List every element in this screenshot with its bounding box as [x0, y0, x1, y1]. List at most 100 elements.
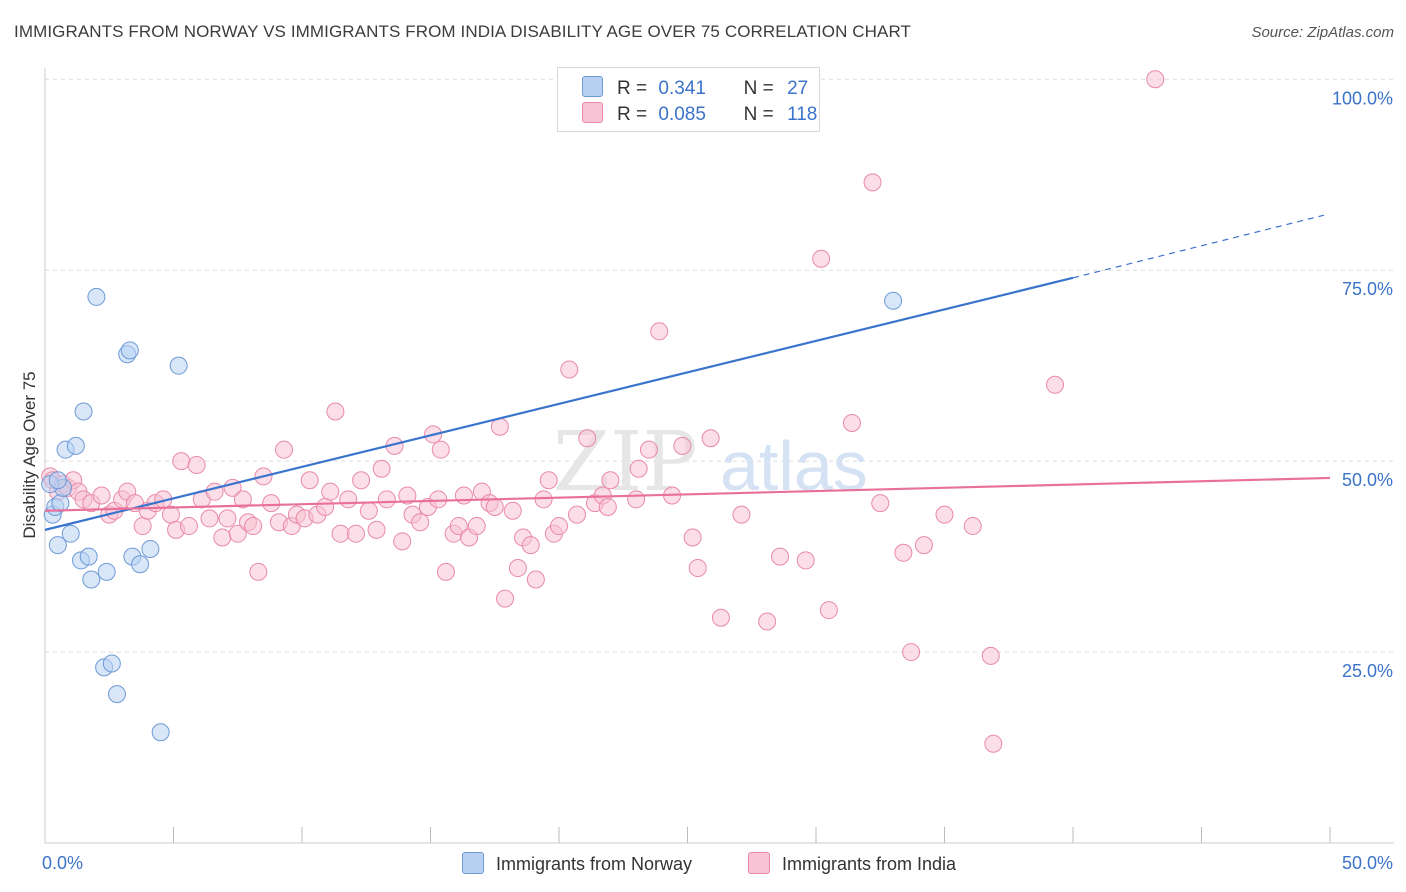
norway-swatch	[582, 76, 603, 97]
india-point	[871, 494, 890, 513]
india-point	[496, 589, 515, 608]
india-point	[539, 471, 558, 490]
india-point	[431, 440, 450, 459]
norway-trend-extension	[1072, 214, 1325, 279]
india-point	[367, 520, 386, 539]
india-point	[650, 322, 669, 341]
india-point	[683, 528, 702, 547]
india-point	[521, 536, 540, 555]
india-point	[436, 562, 455, 581]
india-r-value: 0.085	[658, 104, 706, 125]
y-tick-label: 25.0%	[1342, 661, 1393, 681]
chart-title: IMMIGRANTS FROM NORWAY VS IMMIGRANTS FRO…	[14, 22, 912, 41]
n-label: N =	[743, 78, 774, 99]
india-point	[601, 471, 620, 490]
india-point	[508, 559, 527, 578]
norway-point	[120, 341, 139, 360]
india-points	[41, 70, 1165, 753]
india-point	[200, 509, 219, 528]
y-tick-label: 100.0%	[1332, 88, 1393, 108]
india-point	[771, 547, 790, 566]
india-point	[639, 440, 658, 459]
norway-legend-label: Immigrants from Norway	[496, 854, 693, 874]
india-point	[981, 646, 1000, 665]
india-point	[316, 497, 335, 516]
norway-point	[151, 723, 170, 742]
legend-row-norway: R = 0.341 N = 27	[582, 76, 808, 102]
grid	[45, 78, 1394, 653]
norway-r-value: 0.341	[658, 78, 706, 99]
india-point	[550, 517, 568, 536]
y-axis-title: Disability Age Over 75	[20, 371, 39, 538]
legend-row-india: R = 0.085 N = 118	[582, 102, 817, 128]
norway-point	[51, 494, 70, 513]
india-point	[249, 562, 268, 581]
r-label: R =	[617, 78, 648, 99]
trend-lines	[44, 214, 1331, 531]
india-point	[894, 543, 913, 562]
india-point	[326, 402, 345, 421]
india-trend-line	[44, 476, 1331, 512]
india-point	[812, 249, 831, 268]
bottom-legend-norway: Immigrants from Norway	[462, 852, 692, 875]
norway-point	[79, 547, 98, 566]
india-point	[627, 490, 646, 509]
norway-point	[48, 471, 67, 490]
india-point	[796, 551, 815, 570]
india-point	[534, 490, 553, 509]
india-point	[331, 524, 350, 543]
india-point	[1146, 70, 1165, 89]
india-point	[598, 497, 617, 516]
norway-point	[66, 436, 85, 455]
india-point	[629, 459, 648, 478]
india-point	[688, 559, 707, 578]
india-point	[526, 570, 545, 589]
india-point	[244, 517, 263, 536]
india-point	[914, 536, 933, 555]
norway-trend-line	[44, 276, 1074, 531]
norway-point	[141, 539, 160, 558]
india-point	[346, 524, 365, 543]
india-point	[233, 490, 252, 509]
norway-point	[87, 287, 106, 306]
norway-points	[41, 287, 903, 742]
india-point	[984, 734, 1003, 753]
norway-point	[131, 555, 150, 574]
tick-labels: 25.0% 50.0% 75.0% 100.0% 0.0% 50.0%	[42, 88, 1393, 873]
norway-swatch	[462, 852, 484, 874]
india-point	[429, 490, 448, 509]
india-point	[275, 440, 294, 459]
india-point	[398, 486, 417, 505]
india-point	[262, 494, 281, 513]
y-tick-label: 50.0%	[1342, 470, 1393, 490]
norway-n-value: 27	[787, 78, 809, 99]
india-point	[449, 517, 468, 536]
india-point	[228, 524, 247, 543]
stats-legend: R = 0.341 N = 27 R = 0.085 N = 118	[557, 67, 820, 132]
india-point	[179, 517, 198, 536]
india-point	[758, 612, 777, 631]
norway-point	[107, 685, 126, 704]
india-swatch	[748, 852, 770, 874]
norway-point	[74, 402, 93, 421]
india-point	[359, 501, 378, 520]
norway-point	[61, 524, 80, 543]
norway-point	[48, 536, 67, 555]
india-point	[819, 601, 838, 620]
india-point	[1046, 375, 1065, 394]
india-point	[454, 486, 473, 505]
india-legend-label: Immigrants from India	[782, 854, 957, 874]
x-tick-label: 50.0%	[1342, 853, 1393, 873]
norway-point	[97, 562, 116, 581]
india-point	[902, 643, 921, 662]
india-point	[352, 471, 371, 490]
india-point	[935, 505, 954, 524]
india-point	[567, 505, 586, 524]
india-point	[578, 429, 597, 448]
india-point	[213, 528, 232, 547]
norway-point	[169, 356, 188, 375]
india-n-value: 118	[787, 104, 818, 125]
india-point	[372, 459, 391, 478]
india-point	[503, 501, 522, 520]
india-point	[187, 455, 206, 474]
